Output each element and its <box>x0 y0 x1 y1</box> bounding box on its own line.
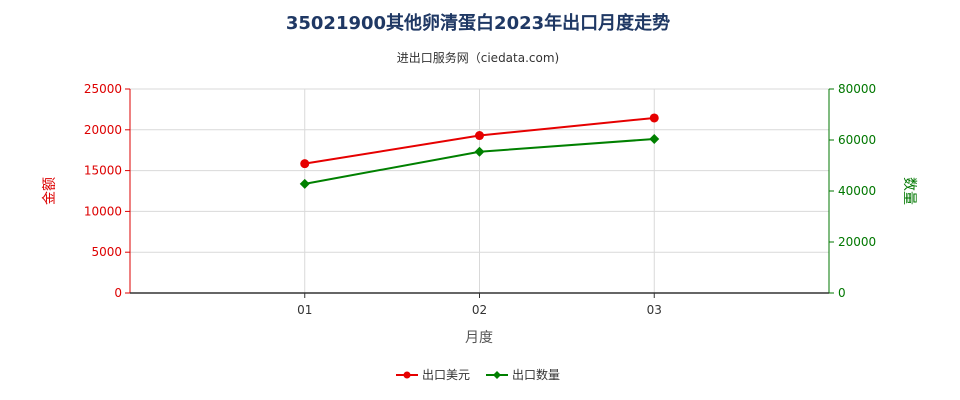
x-axis-title: 月度 <box>465 330 493 346</box>
y-left-tick-label: 25000 <box>84 82 122 96</box>
y-left-tick-label: 0 <box>114 286 122 300</box>
data-point <box>299 178 310 189</box>
data-point <box>474 146 485 157</box>
data-point <box>649 133 660 144</box>
chart-subtitle: 进出口服务网（ciedata.com) <box>397 50 559 65</box>
x-tick-label: 01 <box>297 303 312 317</box>
data-point <box>475 131 484 141</box>
y-left-tick-label: 15000 <box>84 164 122 178</box>
y-axis-right-title: 数量 <box>901 177 917 205</box>
grid-lines <box>130 88 830 293</box>
y-right-tick-label: 60000 <box>838 133 876 147</box>
legend-marker <box>403 371 411 379</box>
y-right-tick-label: 40000 <box>838 184 876 198</box>
y-left-tick-label: 10000 <box>84 204 122 218</box>
chart-title: 35021900其他卵清蛋白2023年出口月度走势 <box>286 12 670 34</box>
series-group <box>299 113 660 189</box>
y-right-tick-label: 0 <box>838 286 846 300</box>
y-left-tick-label: 20000 <box>84 123 122 137</box>
x-tick-label: 03 <box>647 303 662 317</box>
data-point <box>300 159 310 169</box>
y-right-tick-label: 20000 <box>838 235 876 249</box>
data-point <box>649 113 659 123</box>
legend-marker <box>493 371 501 379</box>
axes: 0 5000 10000 15000 20000 25000 0 20000 40000 6000… <box>84 82 876 317</box>
x-tick-label: 02 <box>472 303 487 317</box>
y-left-tick-label: 5000 <box>91 245 122 259</box>
y-right-tick-label: 80000 <box>838 82 876 96</box>
y-axis-left-title: 金额 <box>42 177 58 205</box>
legend-label: 出口数量 <box>512 367 560 382</box>
legend-label: 出口美元 <box>422 368 470 382</box>
legend: 出口美元 出口数量 <box>396 367 560 382</box>
